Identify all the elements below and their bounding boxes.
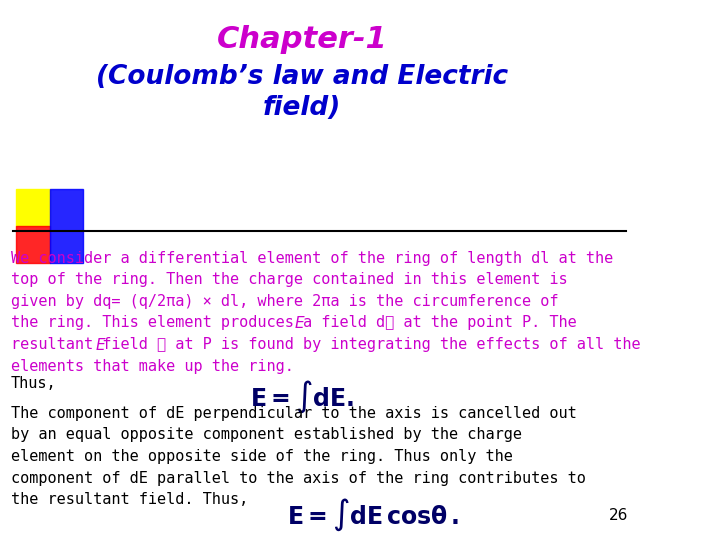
Text: (Coulomb’s law and Electric: (Coulomb’s law and Electric xyxy=(96,64,508,90)
Text: given by dq= (q/2πa) × dl, where 2πa is the circumference of: given by dq= (q/2πa) × dl, where 2πa is … xyxy=(11,294,558,309)
Text: $\mathbf{E = \int dE\,cos\theta\,.}$: $\mathbf{E = \int dE\,cos\theta\,.}$ xyxy=(287,496,459,532)
Text: elements that make up the ring.: elements that make up the ring. xyxy=(11,359,294,374)
Text: Thus,: Thus, xyxy=(11,376,56,392)
Text: $\mathbf{\it{E}}$: $\mathbf{\it{E}}$ xyxy=(294,315,305,332)
Text: element on the opposite side of the ring. Thus only the: element on the opposite side of the ring… xyxy=(11,449,513,464)
Bar xyxy=(50,188,84,264)
Text: the ring. This element produces a field dᴇ at the point P. The: the ring. This element produces a field … xyxy=(11,315,577,330)
Text: the resultant field. Thus,: the resultant field. Thus, xyxy=(11,492,248,507)
Text: The component of dE perpendicular to the axis is cancelled out: The component of dE perpendicular to the… xyxy=(11,406,577,421)
Text: field): field) xyxy=(263,95,341,121)
Text: component of dE parallel to the axis of the ring contributes to: component of dE parallel to the axis of … xyxy=(11,471,585,485)
Bar xyxy=(16,188,50,226)
Text: Chapter-1: Chapter-1 xyxy=(217,25,387,54)
Text: $\mathbf{E = \int dE.}$: $\mathbf{E = \int dE.}$ xyxy=(250,379,354,415)
Text: $\mathbf{\it{E}}$: $\mathbf{\it{E}}$ xyxy=(95,337,107,353)
Text: 26: 26 xyxy=(609,508,629,523)
Bar xyxy=(16,226,50,264)
Text: top of the ring. Then the charge contained in this element is: top of the ring. Then the charge contain… xyxy=(11,272,567,287)
Text: by an equal opposite component established by the charge: by an equal opposite component establish… xyxy=(11,427,522,442)
Text: We consider a differential element of the ring of length dl at the: We consider a differential element of th… xyxy=(11,251,613,266)
Text: resultant field ᴇ at P is found by integrating the effects of all the: resultant field ᴇ at P is found by integ… xyxy=(11,337,640,352)
